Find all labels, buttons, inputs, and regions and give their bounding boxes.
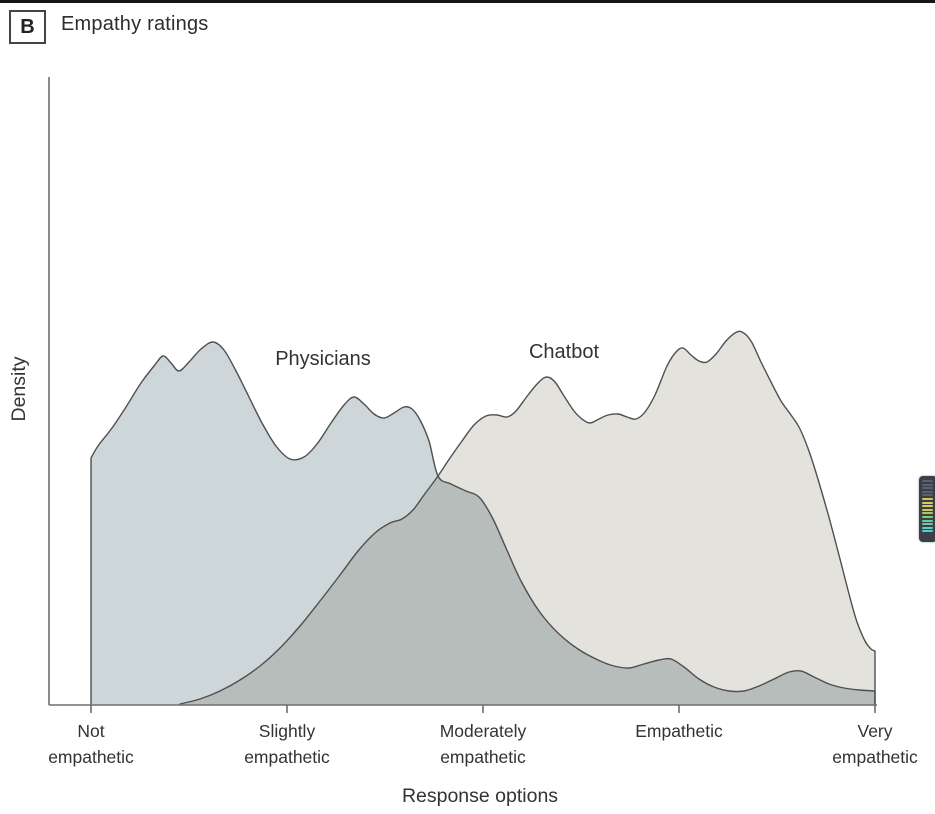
panel-title: Empathy ratings <box>61 13 209 35</box>
widget-stripe-7 <box>922 505 933 508</box>
widget-stripe-9 <box>922 512 933 515</box>
x-tick-label-3: Empathetic <box>635 721 723 741</box>
widget-stripe-13 <box>922 526 933 529</box>
series-label-physicians: Physicians <box>275 348 371 370</box>
panel-letter: B <box>20 15 35 38</box>
x-tick-label-4: Very empathetic <box>832 721 918 767</box>
y-axis-title: Density <box>8 356 30 421</box>
widget-stripe-12 <box>922 523 933 526</box>
widget-stripe-14 <box>922 530 933 533</box>
x-tick-label-2: Moderately empathetic <box>440 721 527 767</box>
widget-stripe-11 <box>922 519 933 522</box>
color-strip-widget[interactable] <box>919 476 935 542</box>
panel-label-box: B <box>9 10 46 44</box>
widget-stripe-5 <box>922 497 933 500</box>
physicians-density-area <box>91 341 875 705</box>
widget-stripe-8 <box>922 508 933 511</box>
widget-stripe-6 <box>922 501 933 504</box>
x-tick-label-0: Not empathetic <box>48 721 134 767</box>
x-tick-label-1: Slightly empathetic <box>244 721 330 767</box>
widget-stripe-2 <box>922 487 933 490</box>
series-label-chatbot: Chatbot <box>529 341 599 363</box>
chatbot-density-curve <box>179 330 876 705</box>
widget-stripe-10 <box>922 515 933 518</box>
x-axis-title: Response options <box>402 785 558 807</box>
widget-stripe-0 <box>922 480 933 482</box>
widget-stripe-3 <box>922 490 933 493</box>
widget-stripe-1 <box>922 483 933 486</box>
physicians-density-curve <box>90 341 876 705</box>
widget-stripe-4 <box>922 494 933 497</box>
figure-top-rule <box>0 0 935 3</box>
